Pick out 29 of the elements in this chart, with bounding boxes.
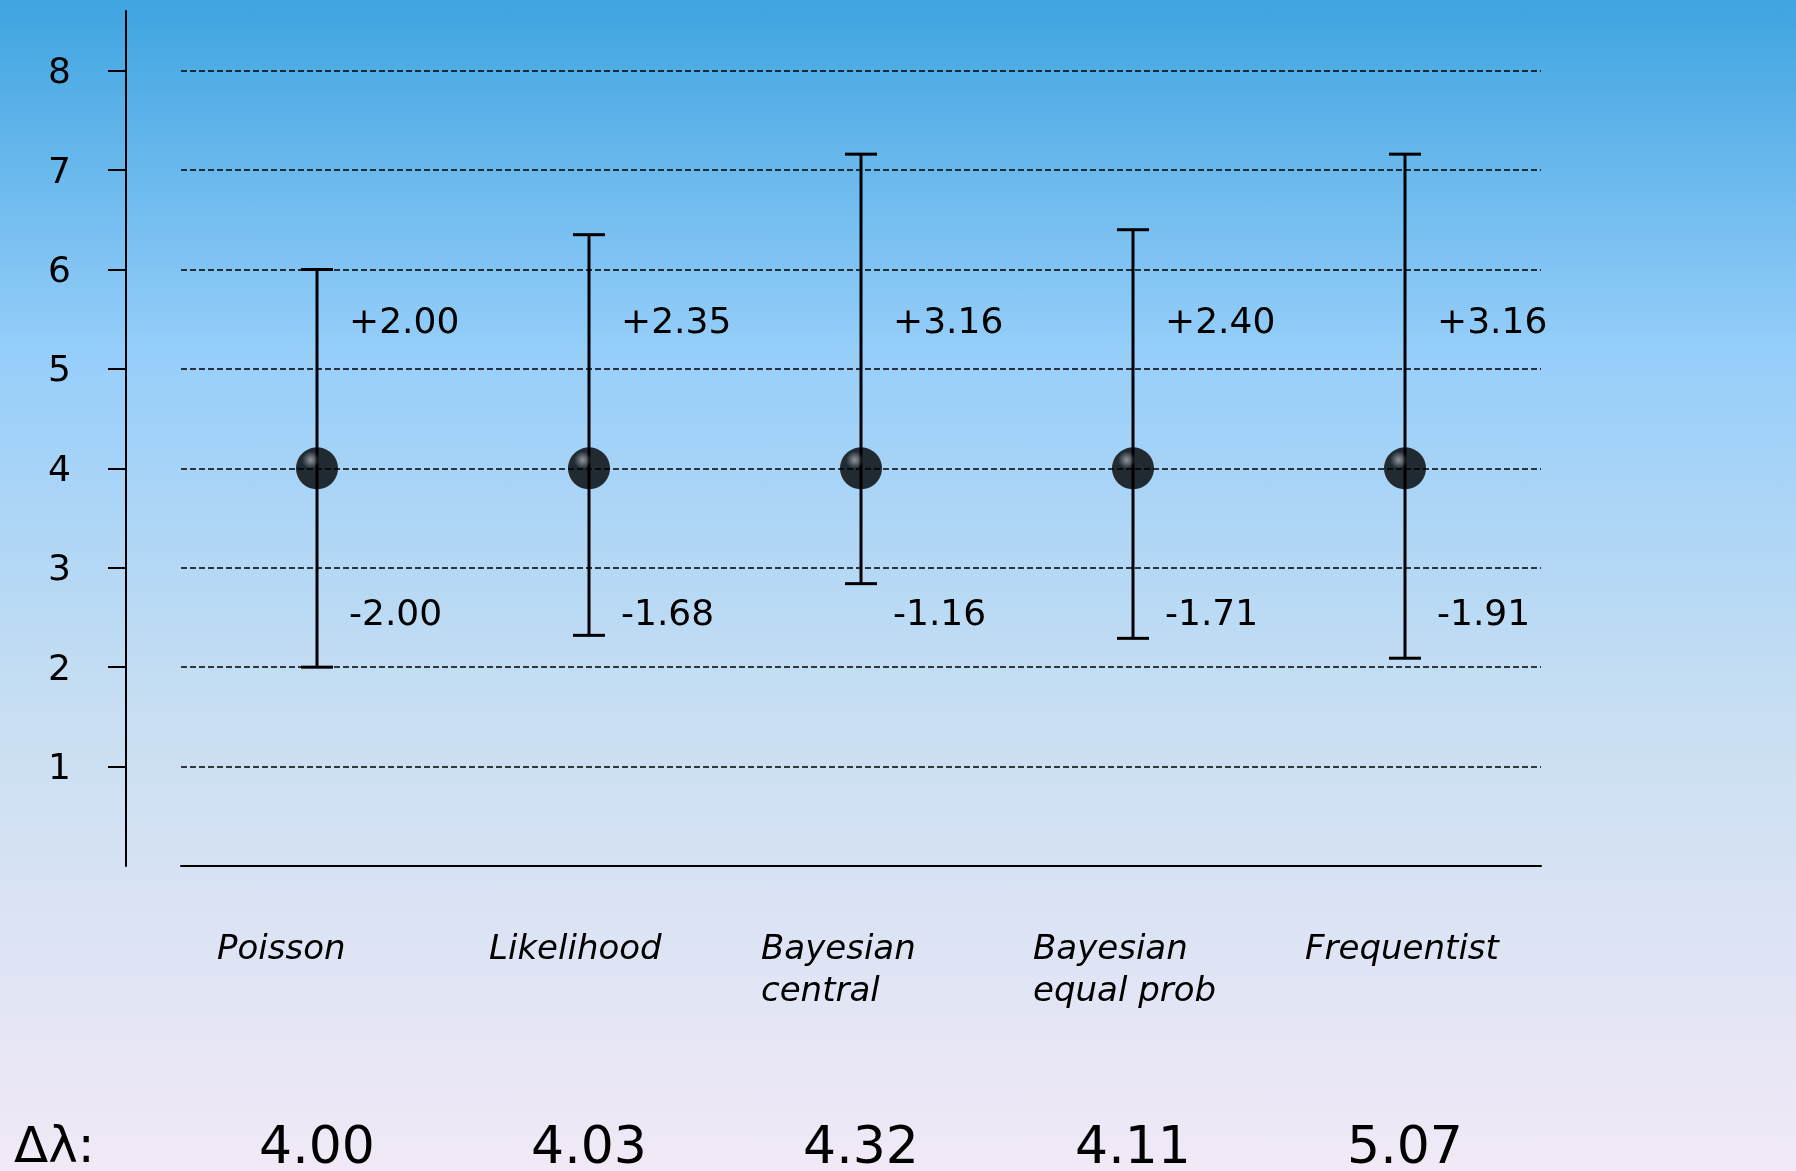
annotation: +3.16 (893, 299, 1004, 341)
annotation: -1.16 (893, 591, 987, 633)
text: Δλ: (14, 1116, 95, 1171)
text: 4.00 (259, 1115, 375, 1171)
y-tick-label: 4 (48, 447, 71, 489)
annotation: -2.00 (349, 591, 443, 633)
x-tick-label: Bayesian equal prob (1033, 927, 1217, 1009)
annotation: -1.91 (1437, 591, 1531, 633)
x-tick-label: Frequentist (1305, 927, 1501, 967)
y-tick-label: 7 (48, 149, 71, 191)
annotation: -1.68 (621, 591, 715, 633)
x-tick-label: Poisson (217, 927, 346, 967)
y-tick-label: 8 (48, 50, 71, 92)
x-tick-label: Likelihood (489, 927, 663, 967)
x-tick-label: Bayesian central (761, 927, 916, 1009)
text: 4.32 (803, 1115, 919, 1171)
text: 4.03 (531, 1115, 647, 1171)
y-tick-label: 6 (48, 248, 71, 290)
y-tick-label: 3 (48, 547, 71, 589)
annotation: +2.35 (621, 299, 732, 341)
annotation: -1.71 (1165, 591, 1259, 633)
text: 5.07 (1347, 1115, 1463, 1171)
text: 4.11 (1075, 1115, 1191, 1171)
y-tick-label: 5 (48, 348, 71, 390)
y-tick-label: 2 (48, 646, 71, 688)
annotation: +3.16 (1437, 299, 1548, 341)
annotation: +2.00 (349, 299, 460, 341)
annotation: +2.40 (1165, 299, 1276, 341)
y-tick-label: 1 (48, 746, 71, 788)
